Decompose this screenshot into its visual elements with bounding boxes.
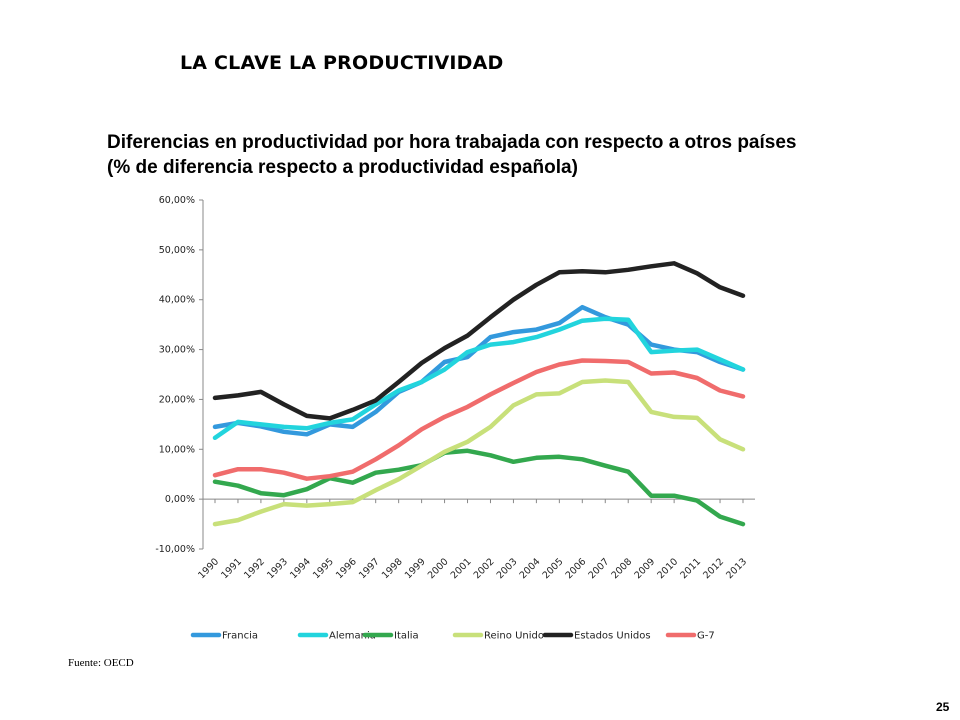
y-tick-label: 10,00% <box>159 444 195 455</box>
x-tick-label: 2011 <box>678 556 703 581</box>
series-line-estados-unidos <box>212 261 746 421</box>
y-tick-label: 40,00% <box>159 295 195 306</box>
x-tick-label: 2000 <box>426 556 451 581</box>
x-tick-label: 2005 <box>541 556 566 581</box>
x-tick-label: 2004 <box>518 556 543 581</box>
x-tick-label: 2002 <box>472 556 497 581</box>
legend-label-estados-unidos: Estados Unidos <box>574 631 651 642</box>
legend-label-reino-unido: Reino Unido <box>484 631 544 642</box>
x-tick-label: 1990 <box>196 556 221 581</box>
slide-title: LA CLAVE LA PRODUCTIVIDAD <box>180 52 504 74</box>
x-tick-label: 2010 <box>655 556 680 581</box>
x-tick-label: 1993 <box>265 556 290 581</box>
legend-label-alemania: Alemania <box>329 631 376 642</box>
series-line-reino-unido <box>212 378 746 527</box>
legend-label-italia: Italia <box>394 631 419 642</box>
y-tick-label: 60,00% <box>159 195 195 206</box>
x-tick-label: 1996 <box>334 556 359 581</box>
series-line-alemania <box>212 316 746 441</box>
y-tick-label: -10,00% <box>155 544 195 555</box>
page-number: 25 <box>936 700 950 714</box>
x-tick-label: 2009 <box>632 556 657 581</box>
chart-axes: 60,00% 50,00% 40,00% 30,00% 20,00% 10,00% 0,00… <box>155 195 755 581</box>
x-tick-label: 1992 <box>242 556 267 581</box>
series-line-italia <box>212 448 746 527</box>
y-tick-label: 50,00% <box>159 245 195 256</box>
chart-title-line1: Diferencias en productividad por hora tr… <box>107 132 797 153</box>
x-tick-label: 2008 <box>609 556 634 581</box>
chart-legend: Francia Alemania Italia Reino Unido Estados … <box>190 631 715 642</box>
x-tick-label: 1998 <box>380 556 405 581</box>
x-tick-label: 1999 <box>403 556 428 581</box>
x-tick-label: 2006 <box>564 556 589 581</box>
series-line-g-7 <box>212 358 746 481</box>
chart-series <box>212 261 746 527</box>
x-tick-label: 1994 <box>288 556 313 581</box>
x-tick-label: 2012 <box>701 556 726 581</box>
legend-label-g-7: G-7 <box>697 631 715 642</box>
x-tick-label: 2001 <box>449 556 474 581</box>
y-tick-label: 30,00% <box>159 345 195 356</box>
legend-label-francia: Francia <box>222 631 258 642</box>
chart-title-line2: (% de diferencia respecto a productivida… <box>107 157 578 178</box>
x-tick-label: 2007 <box>587 556 612 581</box>
x-tick-label: 1991 <box>219 556 244 581</box>
source-note: Fuente: OECD <box>68 657 134 669</box>
x-tick-label: 2013 <box>724 556 749 581</box>
x-tick-label: 2003 <box>495 556 520 581</box>
y-tick-label: 0,00% <box>165 494 195 505</box>
chart-title: Diferencias en productividad por hora tr… <box>107 130 907 180</box>
x-tick-label: 1997 <box>357 556 382 581</box>
y-tick-label: 20,00% <box>159 394 195 405</box>
x-tick-label: 1995 <box>311 556 336 581</box>
